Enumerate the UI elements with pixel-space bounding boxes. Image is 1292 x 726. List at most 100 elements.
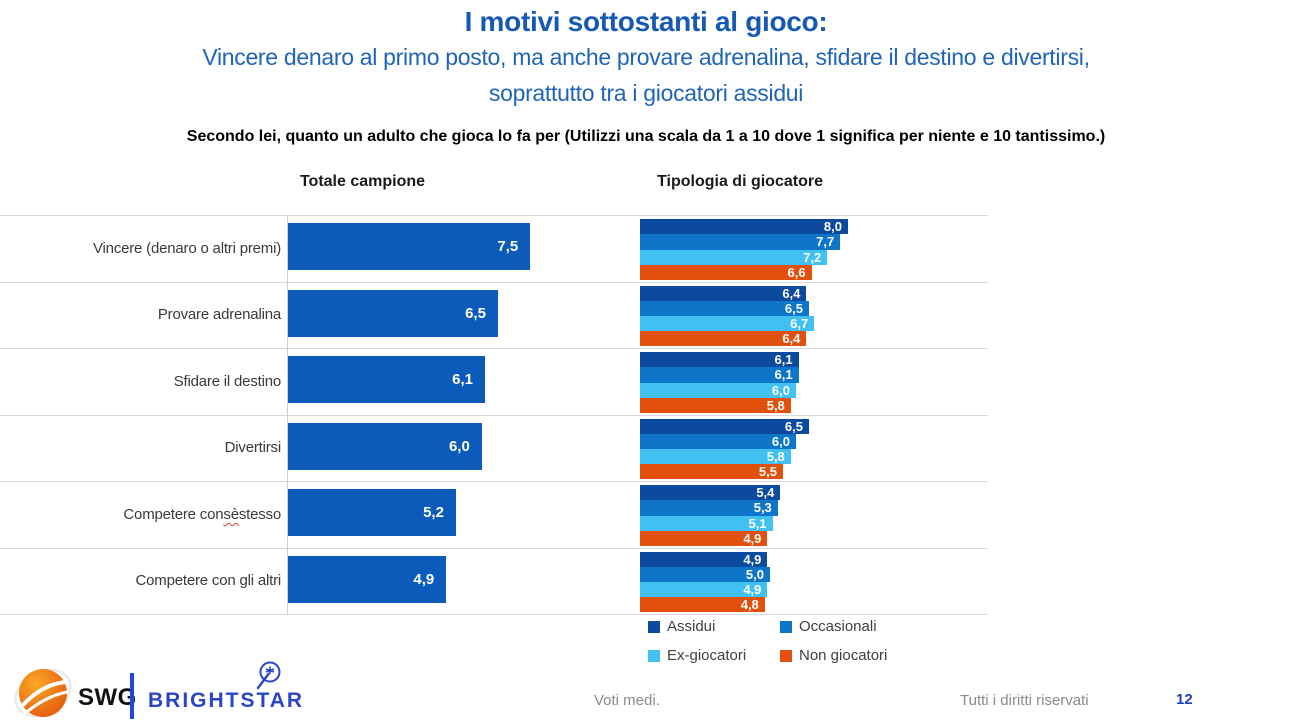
- legend-label: Assidui: [667, 618, 716, 635]
- total-sample-bar: 5,2: [288, 489, 456, 536]
- player-type-bar-ex-giocatori: 7,2: [640, 249, 828, 265]
- bar-value-label: 5,5: [758, 464, 777, 480]
- page-number: 12: [1176, 691, 1193, 708]
- row-label: Divertirsi: [224, 439, 282, 457]
- player-type-bar-occasionali: 5,3: [640, 500, 778, 516]
- bar-value-label: 4,9: [743, 530, 762, 546]
- bar-value-label: 6,1: [452, 371, 474, 388]
- player-type-bar-non-giocatori: 6,6: [640, 264, 812, 280]
- chart-legend: Assidui Occasionali Ex-giocatori Non giocat…: [648, 618, 988, 664]
- legend-item-assidui: Assidui: [648, 618, 780, 635]
- bar-value-label: 4,9: [743, 551, 762, 567]
- player-type-bar-assidui: 4,9: [640, 551, 768, 567]
- legend-swatch: [648, 620, 660, 633]
- slide-title: I motivi sottostanti al gioco:: [464, 6, 828, 37]
- total-sample-bar: 7,5: [288, 223, 531, 270]
- slide-subtitle-line2: soprattutto tra i giocatori assidui: [488, 80, 804, 106]
- bar-value-label: 6,5: [784, 300, 803, 316]
- row-label: Competere con sè stesso: [123, 505, 281, 523]
- bar-value-label: 5,8: [766, 449, 785, 465]
- player-type-bar-ex-giocatori: 5,8: [640, 449, 791, 465]
- bar-value-label: 6,6: [787, 264, 806, 280]
- bar-value-label: 5,8: [766, 397, 785, 413]
- bar-value-label: 6,1: [774, 352, 793, 368]
- player-type-bar-ex-giocatori: 5,1: [640, 515, 773, 531]
- player-type-bar-non-giocatori: 4,8: [640, 597, 765, 613]
- player-type-bar-assidui: 6,4: [640, 285, 807, 301]
- legend-swatch: [648, 649, 660, 662]
- player-type-bar-ex-giocatori: 6,7: [640, 316, 815, 332]
- legend-swatch: [780, 649, 792, 662]
- total-sample-bar: 4,9: [288, 555, 447, 603]
- swg-globe-logo: [14, 668, 72, 718]
- player-type-bar-ex-giocatori: 6,0: [640, 382, 796, 398]
- player-type-bar-non-giocatori: 5,8: [640, 397, 791, 413]
- player-type-bar-occasionali: 7,7: [640, 234, 841, 250]
- legend-item-ex-giocatori: Ex-giocatori: [648, 647, 780, 664]
- total-sample-bar: 6,5: [288, 289, 498, 337]
- bar-value-label: 7,5: [497, 238, 519, 255]
- column-header-player-type: Tipologia di giocatore: [657, 173, 823, 190]
- bar-value-label: 4,8: [740, 597, 759, 613]
- bar-value-label: 5,4: [756, 485, 775, 501]
- grid-line: [0, 348, 988, 349]
- grid-line: [0, 481, 988, 482]
- bar-value-label: 6,7: [790, 316, 809, 332]
- player-type-bar-assidui: 6,5: [640, 418, 809, 434]
- row-label: Provare adrenalina: [157, 306, 281, 324]
- row-label: Sfidare il destino: [173, 372, 281, 390]
- player-type-bar-ex-giocatori: 4,9: [640, 582, 768, 598]
- legend-label: Non giocatori: [799, 647, 888, 664]
- player-type-bar-non-giocatori: 4,9: [640, 530, 768, 546]
- grid-line: [0, 215, 988, 216]
- bar-value-label: 5,2: [423, 504, 444, 521]
- logo-divider: [130, 673, 134, 719]
- bar-value-label: 7,2: [803, 249, 822, 265]
- bar-value-label: 5,1: [748, 515, 767, 531]
- slide-subtitle-line1: Vincere denaro al primo posto, ma anche …: [202, 44, 1090, 70]
- bar-value-label: 5,3: [753, 500, 772, 516]
- player-type-bar-occasionali: 6,1: [640, 367, 799, 383]
- total-sample-bar: 6,1: [288, 356, 486, 403]
- legend-item-occasionali: Occasionali: [780, 618, 988, 635]
- brightstar-sparkle-icon: [256, 661, 281, 690]
- survey-question: Secondo lei, quanto un adulto che gioca …: [186, 128, 1106, 145]
- bar-value-label: 7,7: [816, 234, 835, 250]
- footer-rights: Tutti i diritti riservati: [960, 692, 1089, 709]
- bar-value-label: 4,9: [743, 582, 762, 598]
- bar-value-label: 6,0: [771, 433, 790, 449]
- grid-line: [0, 281, 988, 283]
- brightstar-logo-text: BRIGHTSTAR: [148, 689, 305, 712]
- bar-value-label: 6,1: [774, 367, 793, 383]
- player-type-bar-non-giocatori: 6,4: [640, 331, 807, 347]
- column-header-total-sample: Totale campione: [299, 173, 426, 190]
- swg-logo-text: SWG: [78, 684, 137, 711]
- player-type-bar-assidui: 5,4: [640, 485, 781, 501]
- bar-value-label: 8,0: [823, 219, 842, 235]
- player-type-bar-assidui: 6,1: [640, 352, 799, 368]
- row-label: Vincere (denaro o altri premi): [93, 239, 281, 257]
- bar-value-label: 6,0: [771, 382, 790, 398]
- misspelled-word: sè: [223, 505, 239, 523]
- bar-value-label: 6,0: [448, 437, 470, 455]
- grid-line: [0, 547, 988, 549]
- player-type-bar-occasionali: 6,5: [640, 300, 809, 317]
- total-sample-bar: 6,0: [288, 422, 482, 470]
- legend-swatch: [780, 620, 792, 633]
- legend-label: Ex-giocatori: [667, 647, 747, 664]
- bar-value-label: 6,5: [784, 418, 803, 434]
- bar-value-label: 6,4: [782, 331, 801, 347]
- grid-line: [0, 414, 988, 416]
- player-type-bar-assidui: 8,0: [640, 219, 848, 235]
- bar-value-label: 6,5: [465, 304, 486, 322]
- bar-value-label: 6,4: [782, 285, 801, 301]
- legend-item-non-giocatori: Non giocatori: [780, 647, 988, 664]
- left-chart-axis-line: [287, 215, 288, 614]
- player-type-bar-occasionali: 6,0: [640, 433, 796, 450]
- bar-value-label: 4,9: [413, 570, 435, 588]
- bar-value-label: 5,0: [745, 566, 764, 582]
- player-type-bar-non-giocatori: 5,5: [640, 464, 783, 480]
- legend-label: Occasionali: [799, 618, 877, 635]
- player-type-bar-occasionali: 5,0: [640, 566, 770, 583]
- row-label: Competere con gli altri: [135, 572, 282, 590]
